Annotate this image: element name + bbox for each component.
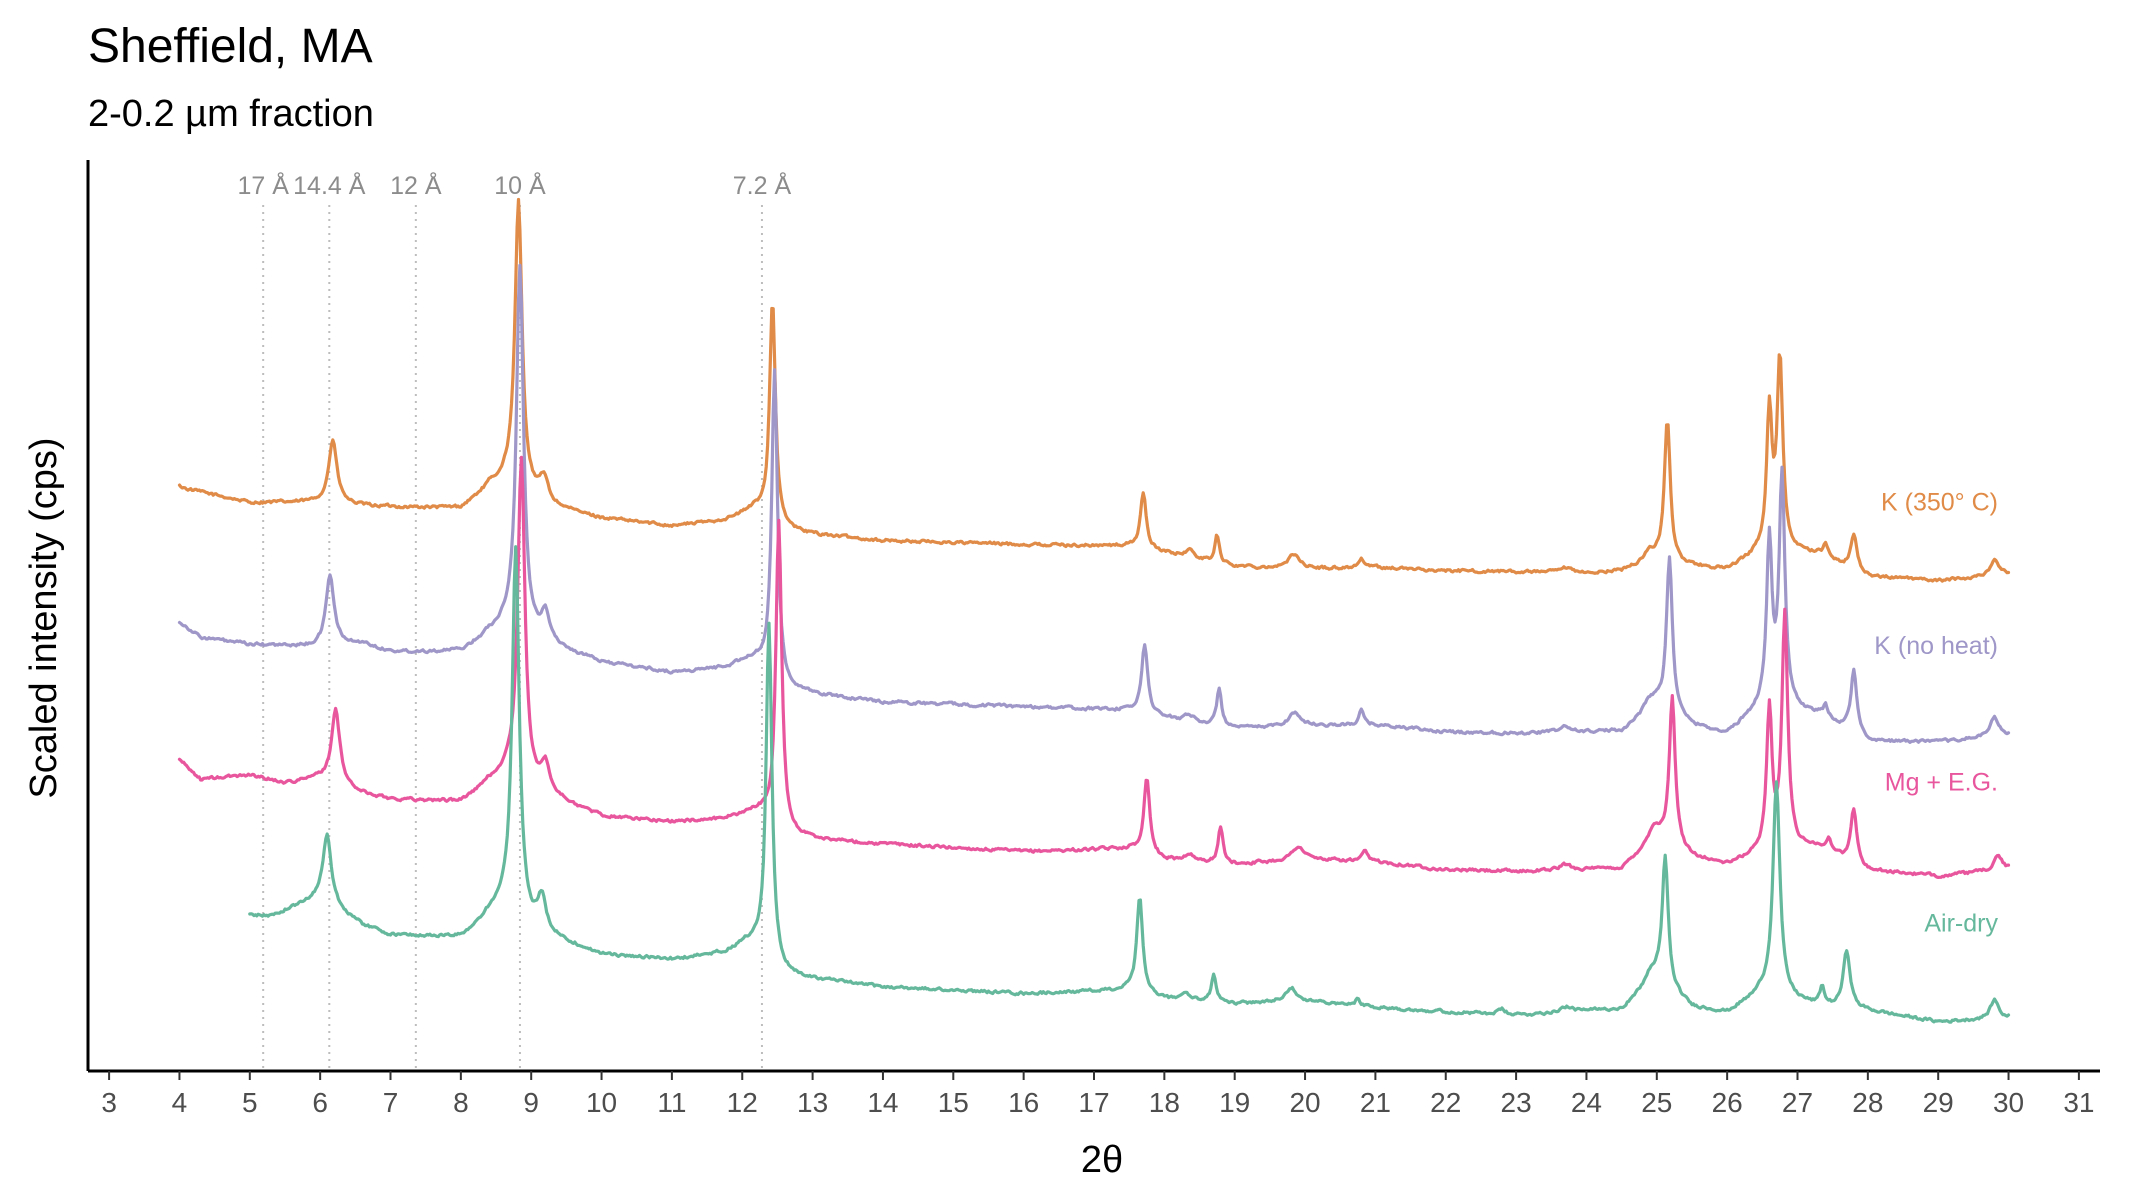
series-labels: K (350° C) K (no heat) Mg + E.G. Air-dry — [1874, 489, 1998, 938]
series-label: Mg + E.G. — [1885, 768, 1998, 796]
reference-label: 14.4 Å — [293, 170, 366, 200]
series-traces — [177, 197, 2011, 1024]
x-tick-label: 28 — [1852, 1087, 1883, 1118]
x-tick-label: 27 — [1782, 1087, 1813, 1118]
x-tick-label: 29 — [1923, 1087, 1954, 1118]
series-label: K (no heat) — [1874, 632, 1998, 660]
x-tick-label: 30 — [1993, 1087, 2024, 1118]
x-tick-label: 20 — [1289, 1087, 1320, 1118]
x-tick-label: 4 — [172, 1087, 188, 1118]
x-tick-label: 6 — [312, 1087, 328, 1118]
reference-label: 17 Å — [237, 170, 289, 200]
x-tick-label: 9 — [523, 1087, 539, 1118]
x-ticks: 3 4 5 6 7 8 9 10 11 12 13 14 15 16 17 18 19 20 21 22 23 24 25 2… — [101, 1071, 2094, 1118]
reference-lines: 17 Å 14.4 Å 12 Å 10 Å 7.2 Å — [237, 170, 791, 1071]
x-tick-label: 8 — [453, 1087, 469, 1118]
series-trace — [177, 263, 2011, 744]
x-tick-label: 5 — [242, 1087, 258, 1118]
x-tick-label: 10 — [586, 1087, 617, 1118]
y-axis-title: Scaled intensity (cps) — [23, 437, 65, 798]
x-tick-label: 13 — [797, 1087, 828, 1118]
x-tick-label: 24 — [1571, 1087, 1602, 1118]
x-tick-label: 19 — [1219, 1087, 1250, 1118]
chart-subtitle: 2-0.2 µm fraction — [88, 93, 374, 135]
x-tick-label: 31 — [2063, 1087, 2094, 1118]
x-tick-label: 15 — [938, 1087, 969, 1118]
x-tick-label: 18 — [1149, 1087, 1180, 1118]
reference-label: 12 Å — [390, 170, 442, 200]
x-tick-label: 22 — [1430, 1087, 1461, 1118]
series-trace — [177, 197, 2011, 583]
x-tick-label: 12 — [727, 1087, 758, 1118]
x-tick-label: 7 — [383, 1087, 399, 1118]
x-axis-title: 2θ — [1081, 1139, 1123, 1181]
series-label: Air-dry — [1924, 910, 1998, 938]
x-tick-label: 16 — [1008, 1087, 1039, 1118]
x-tick-label: 25 — [1641, 1087, 1672, 1118]
x-tick-label: 14 — [867, 1087, 898, 1118]
chart-title: Sheffield, MA — [88, 20, 373, 73]
x-tick-label: 23 — [1501, 1087, 1532, 1118]
x-tick-label: 26 — [1712, 1087, 1743, 1118]
x-tick-label: 11 — [657, 1087, 686, 1118]
x-tick-label: 17 — [1078, 1087, 1109, 1118]
series-label: K (350° C) — [1881, 489, 1998, 517]
reference-label: 7.2 Å — [733, 170, 792, 200]
series-trace — [248, 545, 2011, 1024]
x-tick-label: 3 — [101, 1087, 117, 1118]
x-tick-label: 21 — [1360, 1087, 1391, 1118]
reference-label: 10 Å — [494, 170, 546, 200]
series-trace — [177, 455, 2011, 879]
